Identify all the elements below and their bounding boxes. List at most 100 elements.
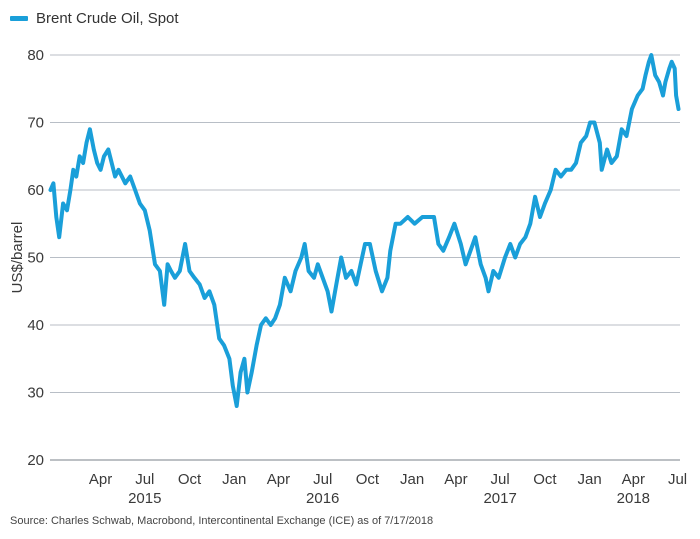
data-point	[673, 66, 677, 71]
data-point	[486, 289, 491, 293]
data-point	[559, 174, 563, 179]
data-point	[166, 262, 170, 266]
data-point	[349, 269, 353, 273]
data-point	[549, 188, 553, 192]
data-point	[106, 147, 110, 152]
data-point	[269, 323, 273, 327]
data-point	[647, 60, 651, 64]
x-tick-month: Jan	[577, 471, 601, 488]
data-point	[641, 87, 645, 91]
data-point	[84, 141, 89, 145]
data-point	[81, 161, 85, 165]
data-point	[283, 276, 287, 280]
data-point	[624, 134, 629, 138]
x-tick-month: Apr	[444, 471, 467, 488]
data-point	[523, 235, 528, 239]
data-point	[78, 154, 82, 158]
data-point	[473, 235, 477, 239]
data-point	[329, 309, 334, 314]
data-point	[61, 201, 65, 206]
data-point	[227, 357, 231, 361]
data-point	[192, 276, 196, 280]
data-point	[388, 249, 392, 253]
data-point	[380, 289, 384, 293]
data-point	[173, 276, 177, 280]
data-point	[432, 215, 436, 219]
data-point	[321, 276, 325, 280]
series-line-brent	[48, 53, 681, 408]
x-tick-month: Oct	[178, 471, 202, 488]
y-tick-label: 20	[27, 452, 44, 469]
data-point	[273, 316, 277, 320]
data-point	[406, 215, 410, 219]
data-point	[153, 262, 157, 266]
data-point	[636, 93, 640, 98]
data-point	[217, 336, 221, 341]
data-point	[674, 93, 678, 98]
data-point	[661, 93, 665, 98]
data-point	[605, 147, 609, 152]
data-point	[198, 282, 202, 287]
data-point	[57, 235, 61, 239]
x-tick-month: Oct	[533, 471, 557, 488]
x-tick-year: 2018	[617, 490, 650, 507]
data-point	[187, 269, 192, 273]
data-point	[68, 188, 72, 192]
x-tick-month: Jul	[135, 471, 154, 488]
y-tick-label: 60	[27, 182, 44, 199]
data-point	[452, 222, 456, 226]
data-point	[133, 188, 137, 192]
data-point	[178, 269, 182, 273]
data-point	[447, 235, 451, 239]
data-point	[326, 289, 330, 293]
x-tick-month: Jul	[313, 471, 332, 488]
data-point	[459, 242, 463, 246]
y-tick-label: 80	[27, 47, 44, 64]
data-point	[528, 222, 532, 226]
data-point	[303, 242, 307, 246]
x-tick-year: 2015	[128, 490, 161, 507]
y-tick-label: 50	[27, 250, 44, 267]
data-point	[74, 174, 78, 179]
data-point	[102, 154, 106, 158]
data-point	[239, 370, 243, 374]
y-tick-label: 40	[27, 317, 44, 334]
data-point	[615, 154, 619, 158]
data-point	[48, 188, 53, 192]
data-point	[479, 262, 483, 266]
data-point	[212, 303, 216, 307]
data-point	[334, 282, 338, 287]
data-point	[71, 168, 75, 172]
data-point	[653, 73, 657, 77]
data-point	[428, 215, 432, 219]
data-point	[312, 276, 316, 280]
data-point	[598, 141, 602, 145]
data-point	[670, 60, 674, 64]
data-point	[569, 168, 573, 172]
data-point	[600, 168, 604, 172]
legend-swatch	[10, 16, 28, 21]
data-point	[643, 73, 648, 77]
data-point	[484, 276, 488, 280]
data-point	[183, 242, 187, 246]
data-point	[245, 390, 249, 395]
data-point	[620, 127, 624, 131]
data-point	[231, 384, 235, 388]
data-point	[663, 80, 668, 84]
data-point	[113, 174, 117, 179]
data-point	[264, 316, 268, 320]
data-point	[464, 262, 468, 266]
data-point	[630, 107, 634, 111]
data-point	[148, 228, 152, 233]
data-point	[420, 215, 424, 219]
data-point	[491, 269, 495, 273]
x-tick-month: Apr	[89, 471, 112, 488]
data-point	[158, 269, 162, 273]
data-point	[385, 276, 389, 280]
data-point	[110, 161, 114, 165]
data-point	[339, 255, 343, 260]
data-point	[579, 141, 583, 145]
data-point	[116, 168, 121, 172]
chart-legend: Brent Crude Oil, Spot	[10, 10, 179, 27]
data-point	[162, 303, 166, 307]
